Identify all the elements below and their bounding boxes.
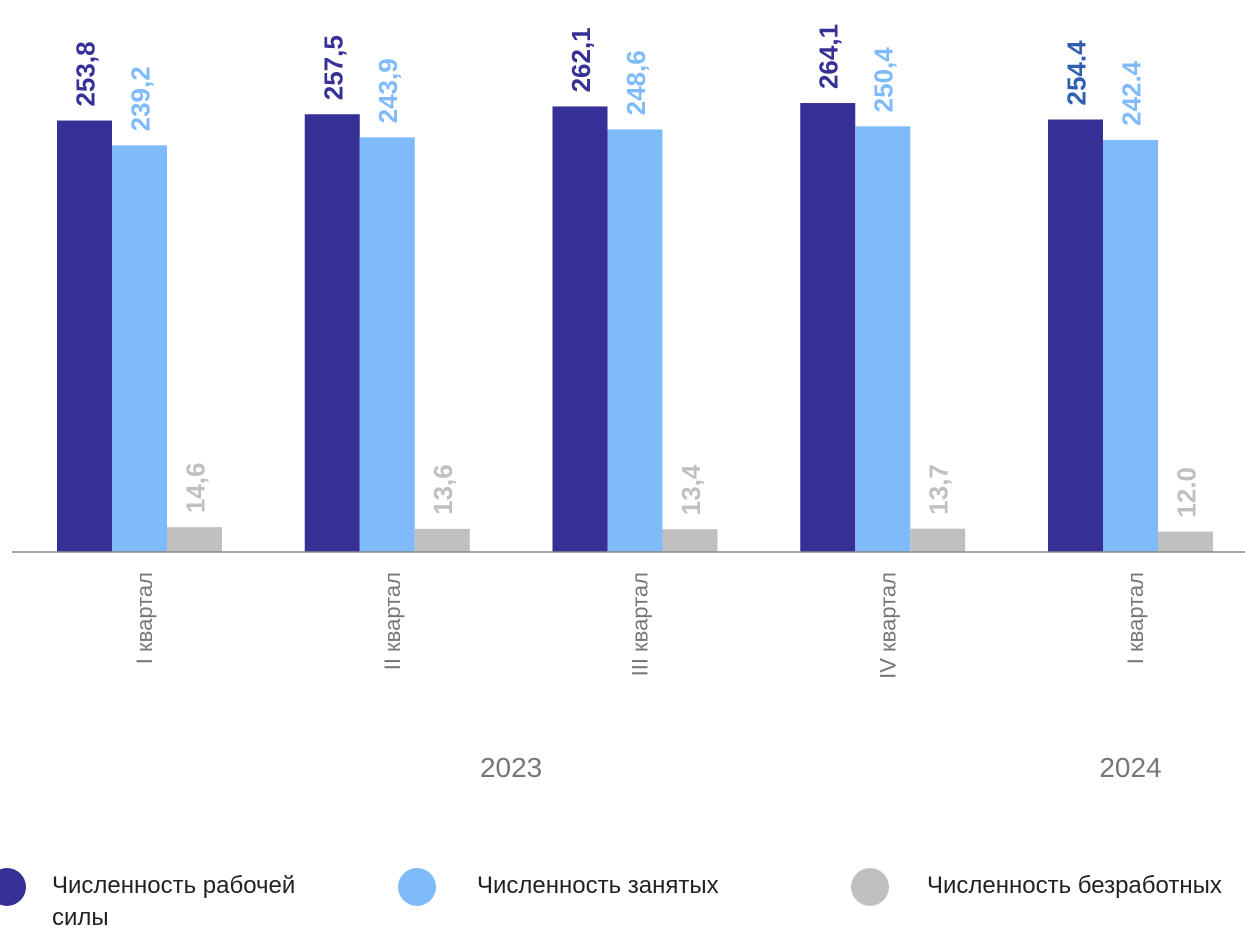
bars-layer bbox=[57, 103, 1213, 553]
value-label-unemployed: 14,6 bbox=[181, 463, 211, 514]
bar-labor-force bbox=[800, 103, 856, 552]
legend: Численность рабочей силы Численность зан… bbox=[0, 866, 1245, 931]
value-label-unemployed: 13,7 bbox=[924, 464, 954, 515]
year-label: 2023 bbox=[480, 752, 542, 783]
category-labels-layer: I квартал II квартал III квартал IV квартал… bbox=[132, 572, 1148, 679]
bar-employed bbox=[607, 129, 663, 552]
legend-label: Численность занятых bbox=[477, 872, 719, 899]
year-labels-layer: 2023 2024 bbox=[480, 752, 1162, 783]
bar-employed bbox=[359, 137, 415, 552]
value-label-employed: 250,4 bbox=[869, 47, 899, 113]
bar-chart: 253,8 239,2 14,6 257,5 243,9 13,6 262,1 248,6 13… bbox=[12, 24, 1245, 783]
category-label: I квартал bbox=[132, 572, 157, 664]
legend-dot-icon bbox=[0, 868, 26, 906]
bar-unemployed bbox=[414, 528, 470, 552]
legend-dot-icon bbox=[398, 868, 436, 906]
bar-employed bbox=[855, 126, 911, 552]
bar-unemployed bbox=[167, 527, 222, 552]
bar-unemployed bbox=[1158, 531, 1213, 552]
value-label-employed: 242.4 bbox=[1117, 60, 1147, 126]
legend-label: Численность безработных bbox=[927, 872, 1222, 899]
bar-labor-force bbox=[304, 114, 360, 552]
category-label: IV квартал bbox=[875, 572, 900, 679]
bar-employed bbox=[112, 145, 167, 553]
legend-label: Численность рабочей силы bbox=[52, 872, 296, 931]
value-label-unemployed: 12.0 bbox=[1172, 467, 1202, 518]
category-label: III квартал bbox=[628, 572, 653, 676]
value-label-labor-force: 257,5 bbox=[318, 35, 348, 100]
category-label: II квартал bbox=[380, 572, 405, 670]
bar-employed bbox=[1103, 139, 1158, 553]
bar-labor-force bbox=[552, 106, 608, 553]
value-label-labor-force: 254.4 bbox=[1062, 40, 1092, 106]
legend-dot-icon bbox=[851, 868, 889, 906]
category-label: I квартал bbox=[1123, 572, 1148, 664]
bar-unemployed bbox=[910, 528, 966, 552]
value-label-employed: 239,2 bbox=[126, 66, 156, 131]
value-label-labor-force: 264,1 bbox=[814, 24, 844, 89]
value-label-labor-force: 253,8 bbox=[71, 41, 101, 106]
value-labels-layer: 253,8 239,2 14,6 257,5 243,9 13,6 262,1 248,6 13… bbox=[71, 24, 1202, 518]
year-label: 2024 bbox=[1099, 752, 1161, 783]
bar-labor-force bbox=[1048, 119, 1103, 553]
value-label-employed: 248,6 bbox=[621, 50, 651, 115]
value-label-labor-force: 262,1 bbox=[566, 27, 596, 92]
bar-unemployed bbox=[662, 529, 718, 552]
value-label-employed: 243,9 bbox=[373, 58, 403, 123]
bar-labor-force bbox=[57, 120, 112, 552]
value-label-unemployed: 13,4 bbox=[676, 464, 706, 515]
value-label-unemployed: 13,6 bbox=[428, 464, 458, 515]
